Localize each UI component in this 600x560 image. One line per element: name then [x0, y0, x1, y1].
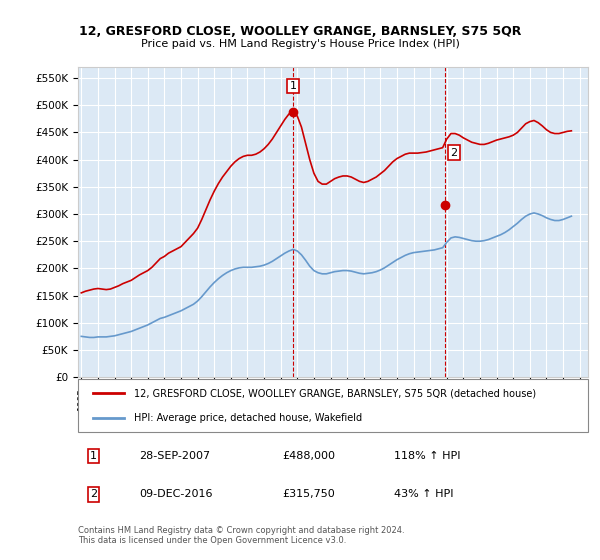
Text: 12, GRESFORD CLOSE, WOOLLEY GRANGE, BARNSLEY, S75 5QR (detached house): 12, GRESFORD CLOSE, WOOLLEY GRANGE, BARN…	[134, 388, 536, 398]
Text: 1: 1	[90, 451, 97, 461]
Text: 118% ↑ HPI: 118% ↑ HPI	[394, 451, 461, 461]
FancyBboxPatch shape	[78, 380, 588, 432]
Text: 1: 1	[290, 81, 296, 91]
Text: £488,000: £488,000	[282, 451, 335, 461]
Text: HPI: Average price, detached house, Wakefield: HPI: Average price, detached house, Wake…	[134, 413, 362, 423]
Text: 12, GRESFORD CLOSE, WOOLLEY GRANGE, BARNSLEY, S75 5QR: 12, GRESFORD CLOSE, WOOLLEY GRANGE, BARN…	[79, 25, 521, 38]
Text: 2: 2	[90, 489, 97, 500]
Text: Price paid vs. HM Land Registry's House Price Index (HPI): Price paid vs. HM Land Registry's House …	[140, 39, 460, 49]
Text: 09-DEC-2016: 09-DEC-2016	[139, 489, 212, 500]
Text: 28-SEP-2007: 28-SEP-2007	[139, 451, 211, 461]
Text: £315,750: £315,750	[282, 489, 335, 500]
Text: 2: 2	[450, 148, 457, 157]
Text: Contains HM Land Registry data © Crown copyright and database right 2024.
This d: Contains HM Land Registry data © Crown c…	[78, 526, 404, 545]
Text: 43% ↑ HPI: 43% ↑ HPI	[394, 489, 454, 500]
